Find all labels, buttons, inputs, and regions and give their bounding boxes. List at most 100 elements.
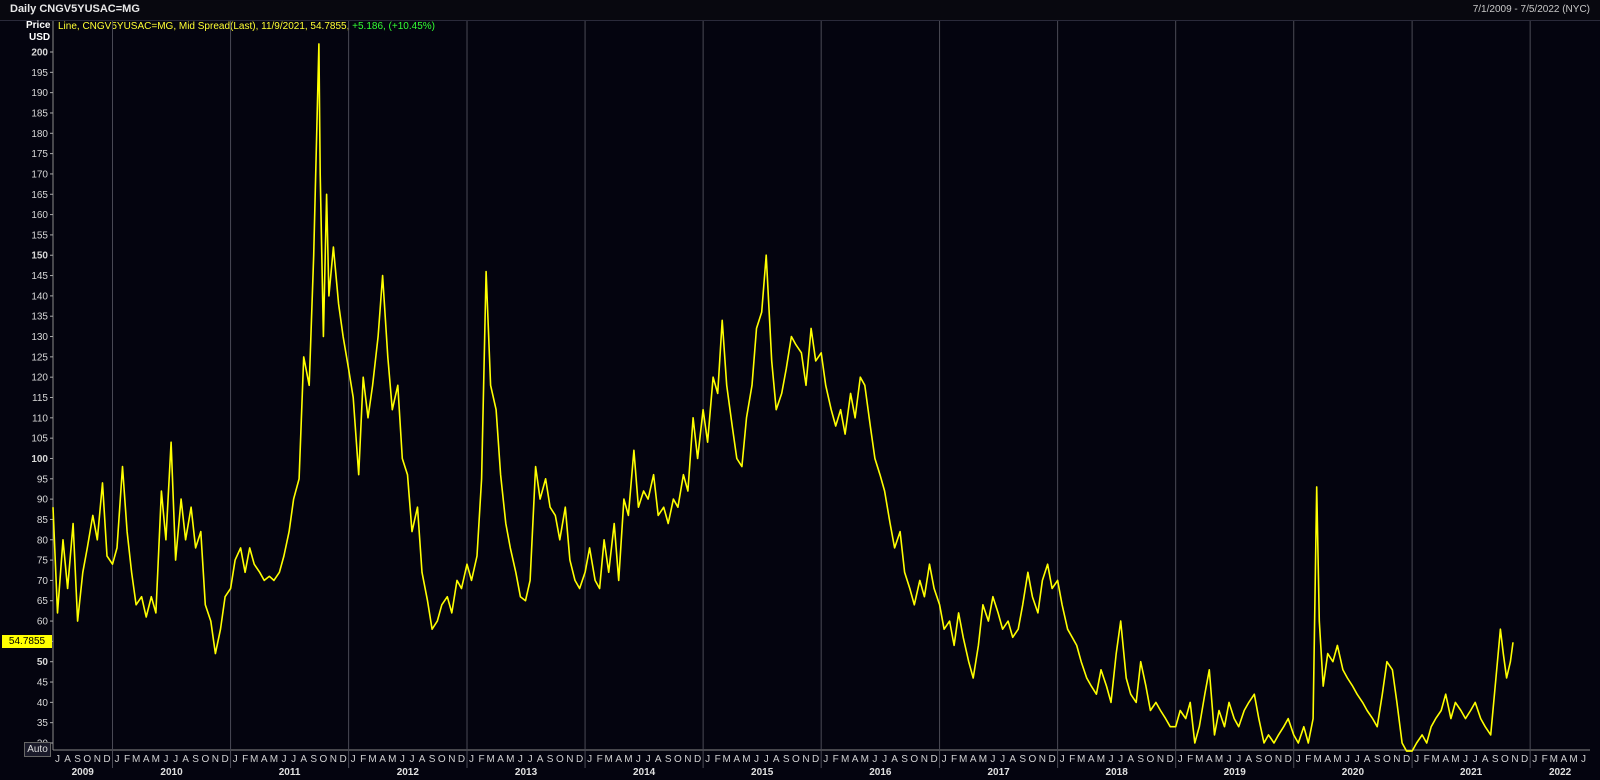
month-label: F bbox=[360, 754, 366, 765]
month-label: M bbox=[1569, 754, 1577, 765]
series-legend[interactable]: Line, CNGV5YUSAC=MG, Mid Spread(Last), 1… bbox=[58, 21, 435, 32]
month-label: J bbox=[872, 754, 877, 765]
y-tick-label: 125 bbox=[31, 352, 48, 363]
month-label: S bbox=[1374, 754, 1381, 765]
y-axis-label-price: Price bbox=[26, 20, 51, 31]
month-label: J bbox=[1178, 754, 1183, 765]
y-tick-label: 140 bbox=[31, 291, 48, 302]
month-label: D bbox=[1285, 754, 1292, 765]
month-label: F bbox=[1069, 754, 1075, 765]
year-label: 2016 bbox=[869, 767, 892, 778]
year-label: 2019 bbox=[1224, 767, 1247, 778]
y-tick-label: 160 bbox=[31, 210, 48, 221]
y-tick-label: 85 bbox=[37, 515, 49, 526]
y-tick-label: 60 bbox=[37, 617, 49, 628]
y-tick-label: 170 bbox=[31, 169, 48, 180]
month-label: M bbox=[1195, 754, 1203, 765]
month-label: J bbox=[636, 754, 641, 765]
y-tick-label: 195 bbox=[31, 68, 48, 79]
month-label: A bbox=[1482, 754, 1489, 765]
month-label: O bbox=[910, 754, 918, 765]
month-label: J bbox=[587, 754, 592, 765]
month-label: J bbox=[351, 754, 356, 765]
month-label: J bbox=[1296, 754, 1301, 765]
month-label: O bbox=[1028, 754, 1036, 765]
month-label: M bbox=[250, 754, 258, 765]
month-label: J bbox=[1345, 754, 1350, 765]
y-tick-label: 110 bbox=[32, 413, 48, 424]
year-label: 2012 bbox=[397, 767, 420, 778]
month-label: J bbox=[55, 754, 60, 765]
month-label: A bbox=[537, 754, 544, 765]
month-label: D bbox=[694, 754, 701, 765]
month-label: M bbox=[1451, 754, 1459, 765]
month-label: A bbox=[1127, 754, 1134, 765]
month-label: F bbox=[479, 754, 485, 765]
y-tick-label: 100 bbox=[31, 454, 48, 465]
year-label: 2017 bbox=[987, 767, 1010, 778]
month-label: J bbox=[1118, 754, 1123, 765]
month-label: J bbox=[1532, 754, 1537, 765]
month-label: J bbox=[410, 754, 415, 765]
y-tick-label: 45 bbox=[37, 678, 49, 689]
month-label: S bbox=[1492, 754, 1499, 765]
month-label: N bbox=[921, 754, 928, 765]
month-label: J bbox=[281, 754, 286, 765]
month-label: O bbox=[201, 754, 209, 765]
year-label: 2009 bbox=[72, 767, 95, 778]
auto-scale-button[interactable]: Auto bbox=[24, 742, 51, 757]
month-label: A bbox=[970, 754, 977, 765]
month-label: M bbox=[270, 754, 278, 765]
month-label: J bbox=[882, 754, 887, 765]
month-label: M bbox=[1333, 754, 1341, 765]
month-label: J bbox=[1000, 754, 1005, 765]
month-label: O bbox=[83, 754, 91, 765]
month-label: J bbox=[1236, 754, 1241, 765]
month-label: S bbox=[429, 754, 436, 765]
y-tick-label: 115 bbox=[32, 393, 48, 404]
month-label: D bbox=[930, 754, 937, 765]
year-label: 2010 bbox=[160, 767, 183, 778]
month-label: N bbox=[448, 754, 455, 765]
month-label: A bbox=[379, 754, 386, 765]
month-label: N bbox=[802, 754, 809, 765]
month-label: A bbox=[615, 754, 622, 765]
month-label: J bbox=[823, 754, 828, 765]
month-label: M bbox=[624, 754, 632, 765]
month-label: O bbox=[320, 754, 328, 765]
month-label: J bbox=[1581, 754, 1586, 765]
month-label: J bbox=[233, 754, 238, 765]
y-tick-label: 135 bbox=[31, 312, 48, 323]
month-label: F bbox=[242, 754, 248, 765]
month-label: N bbox=[1393, 754, 1400, 765]
month-label: J bbox=[705, 754, 710, 765]
month-label: A bbox=[1442, 754, 1449, 765]
y-tick-label: 120 bbox=[31, 373, 48, 384]
month-label: J bbox=[1355, 754, 1360, 765]
month-label: J bbox=[115, 754, 120, 765]
month-label: F bbox=[715, 754, 721, 765]
month-label: D bbox=[221, 754, 228, 765]
month-label: M bbox=[1077, 754, 1085, 765]
month-label: S bbox=[192, 754, 199, 765]
year-label: 2011 bbox=[279, 767, 301, 778]
month-label: D bbox=[103, 754, 110, 765]
y-tick-label: 190 bbox=[31, 88, 48, 99]
month-label: M bbox=[1432, 754, 1440, 765]
month-label: N bbox=[1511, 754, 1518, 765]
month-label: A bbox=[891, 754, 898, 765]
month-label: N bbox=[330, 754, 337, 765]
legend-change: +5.186, (+10.45%) bbox=[349, 21, 435, 32]
month-label: A bbox=[64, 754, 71, 765]
month-label: M bbox=[486, 754, 494, 765]
month-label: A bbox=[852, 754, 859, 765]
month-label: J bbox=[1463, 754, 1468, 765]
date-range[interactable]: 7/1/2009 - 7/5/2022 (NYC) bbox=[1472, 4, 1590, 15]
month-label: M bbox=[861, 754, 869, 765]
month-label: M bbox=[1097, 754, 1105, 765]
year-label: 2018 bbox=[1106, 767, 1129, 778]
month-label: M bbox=[368, 754, 376, 765]
month-label: M bbox=[742, 754, 750, 765]
